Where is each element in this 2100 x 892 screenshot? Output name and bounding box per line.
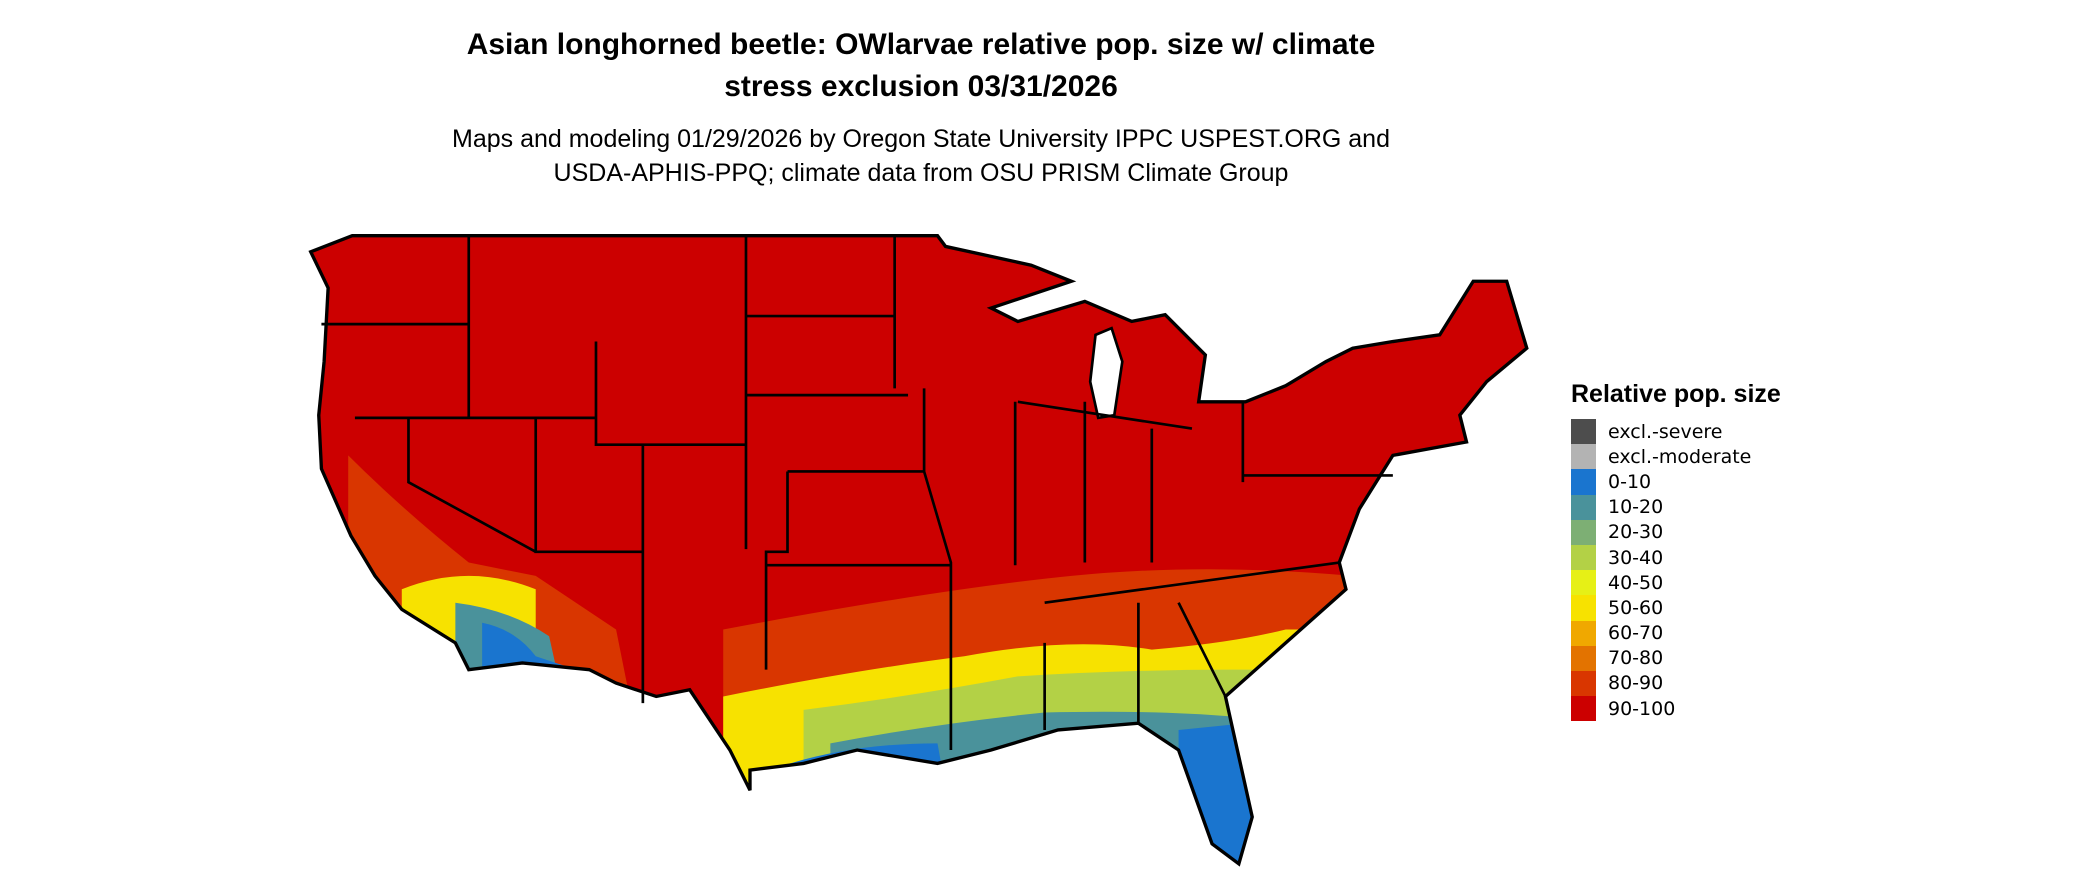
state-borders bbox=[321, 235, 1393, 751]
legend-swatch bbox=[1571, 419, 1596, 445]
lake-michigan bbox=[1088, 326, 1124, 420]
legend-item: 10-20 bbox=[1571, 494, 1781, 520]
legend-title: Relative pop. size bbox=[1571, 380, 1781, 408]
legend-item: 50-60 bbox=[1571, 595, 1781, 621]
legend-swatch bbox=[1571, 570, 1596, 596]
title-line-1: Asian longhorned beetle: OWlarvae relati… bbox=[466, 28, 1376, 61]
legend-label: 70-80 bbox=[1608, 647, 1664, 670]
legend-swatch bbox=[1571, 620, 1596, 646]
legend-swatch bbox=[1571, 670, 1596, 697]
legend-item: 80-90 bbox=[1571, 670, 1781, 697]
us-outline bbox=[308, 234, 1529, 867]
legend: Relative pop. size excl.-severe excl.-mod… bbox=[1571, 380, 1781, 722]
legend-items: excl.-severe excl.-moderate 0-10 10-20 20-30… bbox=[1571, 419, 1781, 722]
legend-label: 20-30 bbox=[1608, 521, 1664, 544]
legend-item: 70-80 bbox=[1571, 645, 1781, 671]
legend-item: 30-40 bbox=[1571, 544, 1781, 571]
legend-item: 60-70 bbox=[1571, 620, 1781, 646]
legend-item: excl.-moderate bbox=[1571, 444, 1781, 470]
subtitle-line-2: USDA-APHIS-PPQ; climate data from OSU PR… bbox=[553, 159, 1289, 187]
title-line-2: stress exclusion 03/31/2026 bbox=[724, 70, 1118, 103]
legend-label: 60-70 bbox=[1608, 622, 1664, 645]
legend-item: excl.-severe bbox=[1571, 419, 1781, 445]
legend-label: excl.-severe bbox=[1608, 420, 1723, 443]
legend-label: excl.-moderate bbox=[1608, 445, 1752, 468]
legend-label: 50-60 bbox=[1608, 596, 1664, 619]
legend-label: 90-100 bbox=[1608, 697, 1676, 720]
legend-swatch bbox=[1571, 444, 1596, 470]
legend-swatch bbox=[1571, 544, 1596, 571]
legend-swatch bbox=[1571, 645, 1596, 671]
legend-label: 10-20 bbox=[1608, 496, 1664, 519]
legend-swatch bbox=[1571, 469, 1596, 495]
legend-swatch bbox=[1571, 519, 1596, 545]
legend-item: 90-100 bbox=[1571, 696, 1781, 722]
legend-label: 40-50 bbox=[1608, 571, 1664, 594]
legend-label: 30-40 bbox=[1608, 546, 1664, 569]
legend-label: 80-90 bbox=[1608, 672, 1664, 695]
legend-swatch bbox=[1571, 696, 1596, 722]
legend-swatch bbox=[1571, 494, 1596, 520]
map-subtitle: Maps and modeling 01/29/2026 by Oregon S… bbox=[0, 122, 1842, 190]
legend-item: 0-10 bbox=[1571, 469, 1781, 495]
legend-item: 40-50 bbox=[1571, 570, 1781, 596]
map-title: Asian longhorned beetle: OWlarvae relati… bbox=[0, 24, 1842, 108]
subtitle-line-1: Maps and modeling 01/29/2026 by Oregon S… bbox=[452, 125, 1390, 153]
legend-label: 0-10 bbox=[1608, 470, 1652, 493]
legend-item: 20-30 bbox=[1571, 519, 1781, 545]
legend-swatch bbox=[1571, 595, 1596, 621]
